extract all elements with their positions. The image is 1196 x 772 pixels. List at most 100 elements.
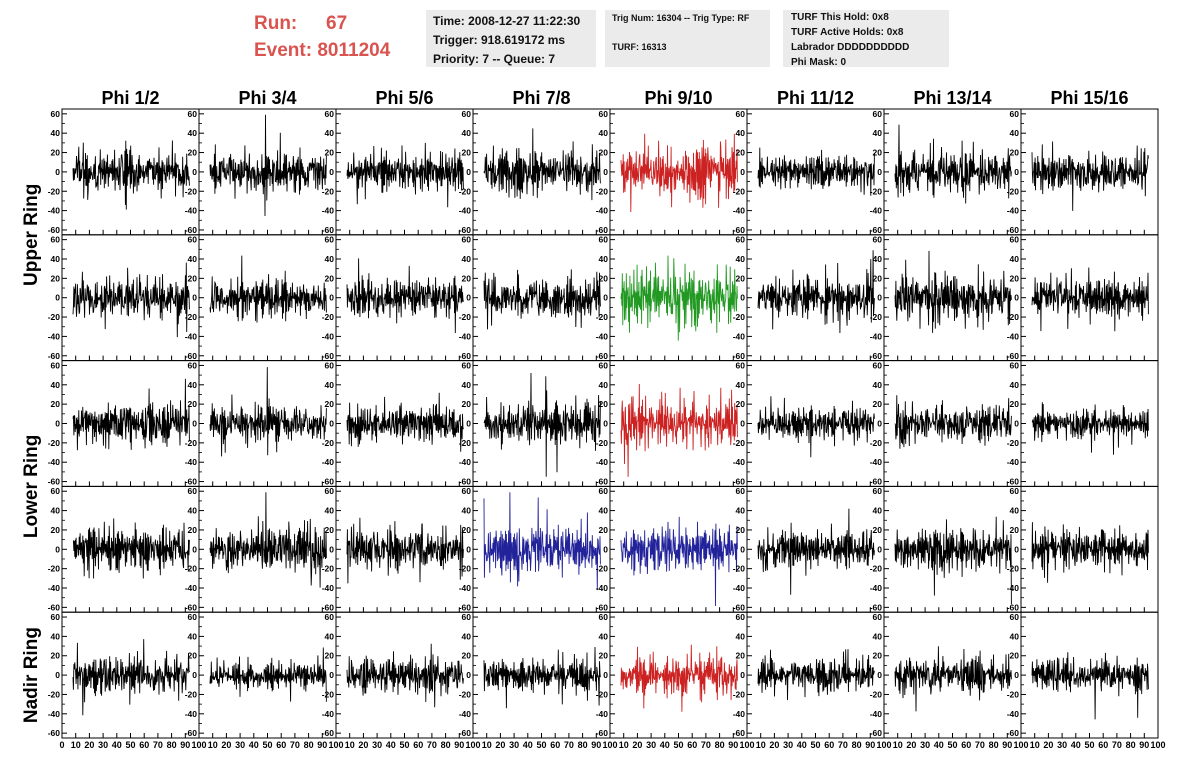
x-tick-label: 70 xyxy=(975,740,985,750)
x-tick-label: 90 xyxy=(317,740,327,750)
y-tick-label: -60 xyxy=(322,728,335,738)
y-tick-label: 40 xyxy=(51,380,61,390)
y-tick-label: 40 xyxy=(736,631,746,641)
x-tick-label: 30 xyxy=(235,740,245,750)
y-tick-label: -20 xyxy=(322,438,335,448)
y-tick-label: -60 xyxy=(459,477,472,487)
y-tick-label: 60 xyxy=(873,235,883,245)
y-tick-label: -60 xyxy=(185,225,198,235)
x-tick-label: 40 xyxy=(523,740,533,750)
waveform-trace xyxy=(1031,522,1149,583)
y-tick-label: -60 xyxy=(733,477,746,487)
x-tick-label: 70 xyxy=(1112,740,1122,750)
y-tick-label: -20 xyxy=(185,312,198,322)
y-tick-label: 20 xyxy=(1010,148,1020,158)
column-title: Phi 5/6 xyxy=(375,88,433,108)
y-tick-label: 0 xyxy=(877,167,882,177)
x-tick-label: 50 xyxy=(125,740,135,750)
y-tick-label: 0 xyxy=(466,293,471,303)
x-tick-label: 30 xyxy=(372,740,382,750)
y-tick-label: 60 xyxy=(1010,612,1020,622)
y-tick-label: -20 xyxy=(870,438,883,448)
y-tick-label: -20 xyxy=(185,186,198,196)
y-tick-label: 0 xyxy=(192,544,197,554)
waveform-trace xyxy=(209,367,327,457)
x-tick-label: 20 xyxy=(769,740,779,750)
y-tick-label: -40 xyxy=(870,331,883,341)
y-tick-label: -60 xyxy=(185,728,198,738)
waveform-trace xyxy=(1031,652,1149,720)
y-tick-label: -20 xyxy=(596,689,609,699)
y-tick-label: 20 xyxy=(325,651,335,661)
y-tick-label: 60 xyxy=(736,360,746,370)
waveform-trace xyxy=(346,517,464,584)
y-tick-label: 20 xyxy=(736,399,746,409)
y-tick-label: 60 xyxy=(1010,235,1020,245)
y-tick-label: 20 xyxy=(599,525,609,535)
y-tick-label: 0 xyxy=(329,167,334,177)
y-tick-label: -60 xyxy=(459,602,472,612)
x-tick-label: 50 xyxy=(399,740,409,750)
y-tick-label: 60 xyxy=(599,612,609,622)
y-tick-label: 40 xyxy=(736,254,746,264)
y-tick-label: 60 xyxy=(188,235,198,245)
x-tick-label: 90 xyxy=(728,740,738,750)
waveform-trace xyxy=(209,255,327,323)
y-tick-label: -40 xyxy=(870,457,883,467)
y-tick-label: -40 xyxy=(870,206,883,216)
y-tick-label: 40 xyxy=(188,631,198,641)
y-tick-label: -20 xyxy=(322,186,335,196)
y-tick-label: 0 xyxy=(877,670,882,680)
x-tick-label: 90 xyxy=(591,740,601,750)
y-tick-label: -20 xyxy=(870,312,883,322)
y-tick-label: -60 xyxy=(1007,225,1020,235)
y-tick-label: 20 xyxy=(51,273,61,283)
y-tick-label: -20 xyxy=(48,564,61,574)
waveform-trace xyxy=(757,508,875,595)
y-tick-label: -40 xyxy=(48,457,61,467)
y-tick-label: -20 xyxy=(459,312,472,322)
y-tick-label: 60 xyxy=(325,235,335,245)
y-tick-label: -20 xyxy=(596,564,609,574)
y-tick-label: -40 xyxy=(870,709,883,719)
x-tick-label: 70 xyxy=(290,740,300,750)
x-tick-label: 100 xyxy=(328,740,343,750)
x-tick-label: 30 xyxy=(646,740,656,750)
turf-active-line: TURF Active Holds: 0x8 xyxy=(791,27,904,38)
y-tick-label: 0 xyxy=(877,544,882,554)
y-tick-label: 60 xyxy=(188,486,198,496)
y-tick-label: 0 xyxy=(877,419,882,429)
waveform-trace xyxy=(620,644,738,712)
y-tick-label: 20 xyxy=(599,651,609,661)
y-tick-label: 60 xyxy=(51,235,61,245)
y-tick-label: 0 xyxy=(329,544,334,554)
y-tick-label: 60 xyxy=(599,109,609,119)
x-tick-label: 10 xyxy=(208,740,218,750)
x-tick-label: 100 xyxy=(191,740,206,750)
y-tick-label: 0 xyxy=(55,670,60,680)
trig-line: Trig Num: 16304 -- Trig Type: RF xyxy=(612,13,750,23)
waveform-trace xyxy=(346,392,464,452)
x-tick-label: 40 xyxy=(249,740,259,750)
y-tick-label: 60 xyxy=(51,486,61,496)
x-tick-label: 70 xyxy=(701,740,711,750)
y-tick-label: 0 xyxy=(603,670,608,680)
y-tick-label: 0 xyxy=(1014,419,1019,429)
run-label: Run: xyxy=(254,13,298,34)
y-tick-label: 60 xyxy=(1010,486,1020,496)
y-tick-label: -40 xyxy=(596,583,609,593)
y-tick-label: 0 xyxy=(740,293,745,303)
run-number: 67 xyxy=(326,13,348,34)
y-tick-label: 60 xyxy=(736,235,746,245)
x-tick-label: 10 xyxy=(71,740,81,750)
waveform-trace xyxy=(894,516,1012,605)
y-tick-label: -40 xyxy=(596,457,609,467)
y-tick-label: 20 xyxy=(736,148,746,158)
y-tick-label: -20 xyxy=(185,438,198,448)
waveform-trace xyxy=(72,639,190,716)
waveform-trace xyxy=(757,147,875,196)
waveform-trace xyxy=(209,114,327,217)
y-tick-label: 60 xyxy=(1010,109,1020,119)
y-tick-label: 0 xyxy=(1014,544,1019,554)
